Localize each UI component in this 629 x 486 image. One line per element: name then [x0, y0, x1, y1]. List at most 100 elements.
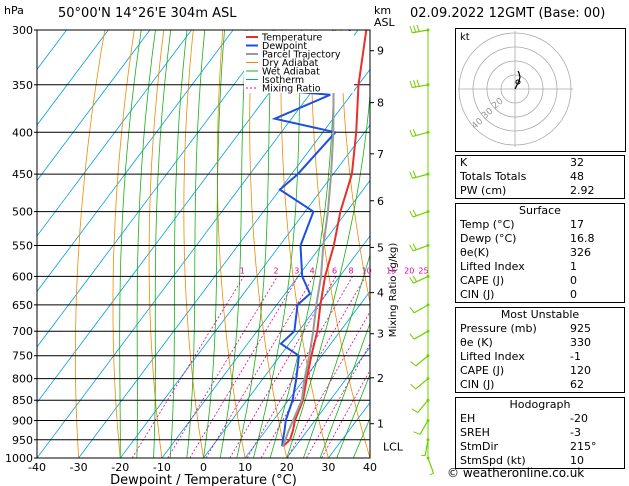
x-tick-label: -10	[153, 461, 171, 474]
wind-barb-flag	[410, 383, 417, 390]
wet-adiabat-line	[203, 30, 225, 458]
mixing-ratio-line	[286, 310, 370, 458]
legend-entry: Isotherm	[262, 75, 304, 86]
wind-barb-flag	[409, 307, 415, 314]
y-tick-label: 950	[12, 434, 33, 447]
legend-entry: Mixing Ratio	[262, 84, 321, 95]
row-value: 925	[570, 322, 591, 335]
y-tick-label: 750	[12, 350, 33, 363]
datetime-header: 02.09.2022 12GMT (Base: 00)	[410, 6, 606, 21]
row-label: CIN (J)	[460, 288, 495, 301]
wind-barb-flag	[409, 333, 415, 340]
index-value: 48	[570, 170, 584, 183]
dry-adiabat-line	[148, 30, 165, 458]
wind-barb-flag	[416, 24, 420, 32]
mixing-ratio-line	[321, 369, 370, 458]
hodograph-box: Hodograph EH -20 SREH -3 StmDir 215° StmSpd (k…	[455, 397, 625, 469]
row-label: CIN (J)	[460, 378, 495, 391]
row-value: -20	[570, 412, 588, 425]
row-label: StmDir	[460, 440, 499, 453]
mixing-ratio-line	[167, 276, 278, 458]
mixing-ratio-label: 6	[332, 266, 337, 275]
wet-adiabat-line	[186, 30, 206, 458]
plot-frame	[36, 29, 371, 459]
wind-barb-flag	[409, 129, 414, 137]
wind-barb-flag	[413, 25, 417, 33]
mixing-ratio-label: 20	[404, 266, 414, 275]
wind-barb-flag	[409, 25, 413, 33]
index-label: K	[460, 156, 468, 169]
x-tick-label: 30	[321, 461, 335, 474]
km-tick-label: 3	[377, 328, 384, 341]
row-label: Lifted Index	[460, 350, 525, 363]
row-label: SREH	[460, 426, 490, 439]
row-label: Pressure (mb)	[460, 322, 537, 335]
row-value: 215°	[570, 440, 597, 453]
wind-barb	[412, 244, 429, 252]
y-tick-label: 650	[12, 299, 33, 312]
x-tick-label: -40	[28, 461, 46, 474]
surface-row: CAPE (J) 0	[456, 274, 624, 288]
hodograph-ring-label: 20	[490, 96, 505, 111]
km-tick-label: 8	[377, 97, 384, 110]
row-value: 330	[570, 336, 591, 349]
row-label: Lifted Index	[460, 260, 525, 273]
mixing-ratio-label: 25	[418, 266, 428, 275]
copyright: © weatheronline.co.uk	[447, 466, 585, 480]
hodograph-trace	[514, 70, 521, 90]
wind-barb	[427, 457, 435, 474]
y-tick-label: 550	[12, 239, 33, 252]
y-tick-label: 850	[12, 394, 33, 407]
y-tick-label: 500	[12, 206, 33, 219]
index-row-pw: PW (cm) 2.92	[456, 184, 624, 198]
surface-row: θe(K) 326	[456, 246, 624, 260]
x-tick-label: 0	[200, 461, 207, 474]
wind-barb	[424, 439, 429, 456]
wind-barb	[415, 355, 429, 367]
legend-box	[244, 31, 354, 93]
x-axis-label: Dewpoint / Temperature (°C)	[110, 473, 297, 486]
wind-barb	[419, 420, 429, 435]
legend-entry: Parcel Trajectory	[262, 50, 341, 61]
wind-barb	[412, 211, 429, 218]
mixing-ratio-label: 3	[294, 266, 299, 275]
most-unstable-box: Most Unstable Pressure (mb) 925 θe (K) 330 L…	[455, 307, 625, 393]
wind-barb-flag	[409, 244, 414, 252]
km-tick-label: 4	[377, 287, 384, 300]
row-value: 17	[570, 218, 584, 231]
storm-motion-marker	[515, 79, 521, 85]
wind-barb-flag	[416, 79, 420, 87]
y-tick-label: 350	[12, 79, 33, 92]
isotherm-line	[244, 290, 370, 458]
wet-adiabat-line	[336, 373, 370, 458]
km-label: ASL	[374, 16, 396, 29]
mixing-ratio-label: 10	[362, 266, 372, 275]
wind-barb-flag	[412, 275, 418, 282]
km-tick-label: 7	[377, 148, 384, 161]
row-label: θe(K)	[460, 246, 490, 259]
isotherm-line	[37, 30, 192, 237]
dry-adiabat-line	[183, 30, 204, 458]
most_unstable-row: CIN (J) 62	[456, 378, 624, 392]
km-label: km	[374, 4, 391, 17]
mixing-ratio-label: 2	[273, 266, 278, 275]
y-tick-label: 300	[12, 24, 33, 37]
x-tick-label: -30	[70, 461, 88, 474]
wind-barb-flag	[412, 128, 417, 136]
hodograph_box-row: EH -20	[456, 412, 624, 426]
x-tick-label: 10	[238, 461, 252, 474]
wind-barb-flag	[409, 210, 414, 218]
location-header: 50°00'N 14°26'E 304m ASL	[58, 6, 237, 21]
isotherm-line	[78, 68, 370, 458]
most_unstable-row: θe (K) 330	[456, 336, 624, 350]
row-value: 10	[570, 454, 584, 467]
isotherm-line	[37, 30, 234, 293]
row-label: CAPE (J)	[460, 364, 505, 377]
wind-barb-flag	[409, 171, 414, 179]
wind-barb-flag	[411, 408, 418, 413]
surface-row: CIN (J) 0	[456, 288, 624, 302]
row-value: 0	[570, 288, 577, 301]
x-tick-label: -20	[111, 461, 129, 474]
surface-box: Surface Temp (°C) 17 Dewp (°C) 16.8 θe(K) 326…	[455, 203, 625, 303]
isotherm-line	[286, 346, 370, 458]
